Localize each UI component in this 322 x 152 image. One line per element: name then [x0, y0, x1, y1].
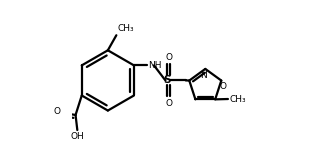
Text: S: S: [164, 75, 171, 85]
Text: N: N: [200, 71, 207, 80]
Text: O: O: [220, 82, 227, 91]
Text: O: O: [165, 99, 172, 108]
Text: O: O: [165, 53, 172, 62]
Text: CH₃: CH₃: [118, 24, 134, 33]
Text: OH: OH: [71, 132, 85, 141]
Text: O: O: [53, 107, 61, 116]
Text: CH₃: CH₃: [229, 95, 246, 104]
Text: NH: NH: [148, 60, 161, 69]
